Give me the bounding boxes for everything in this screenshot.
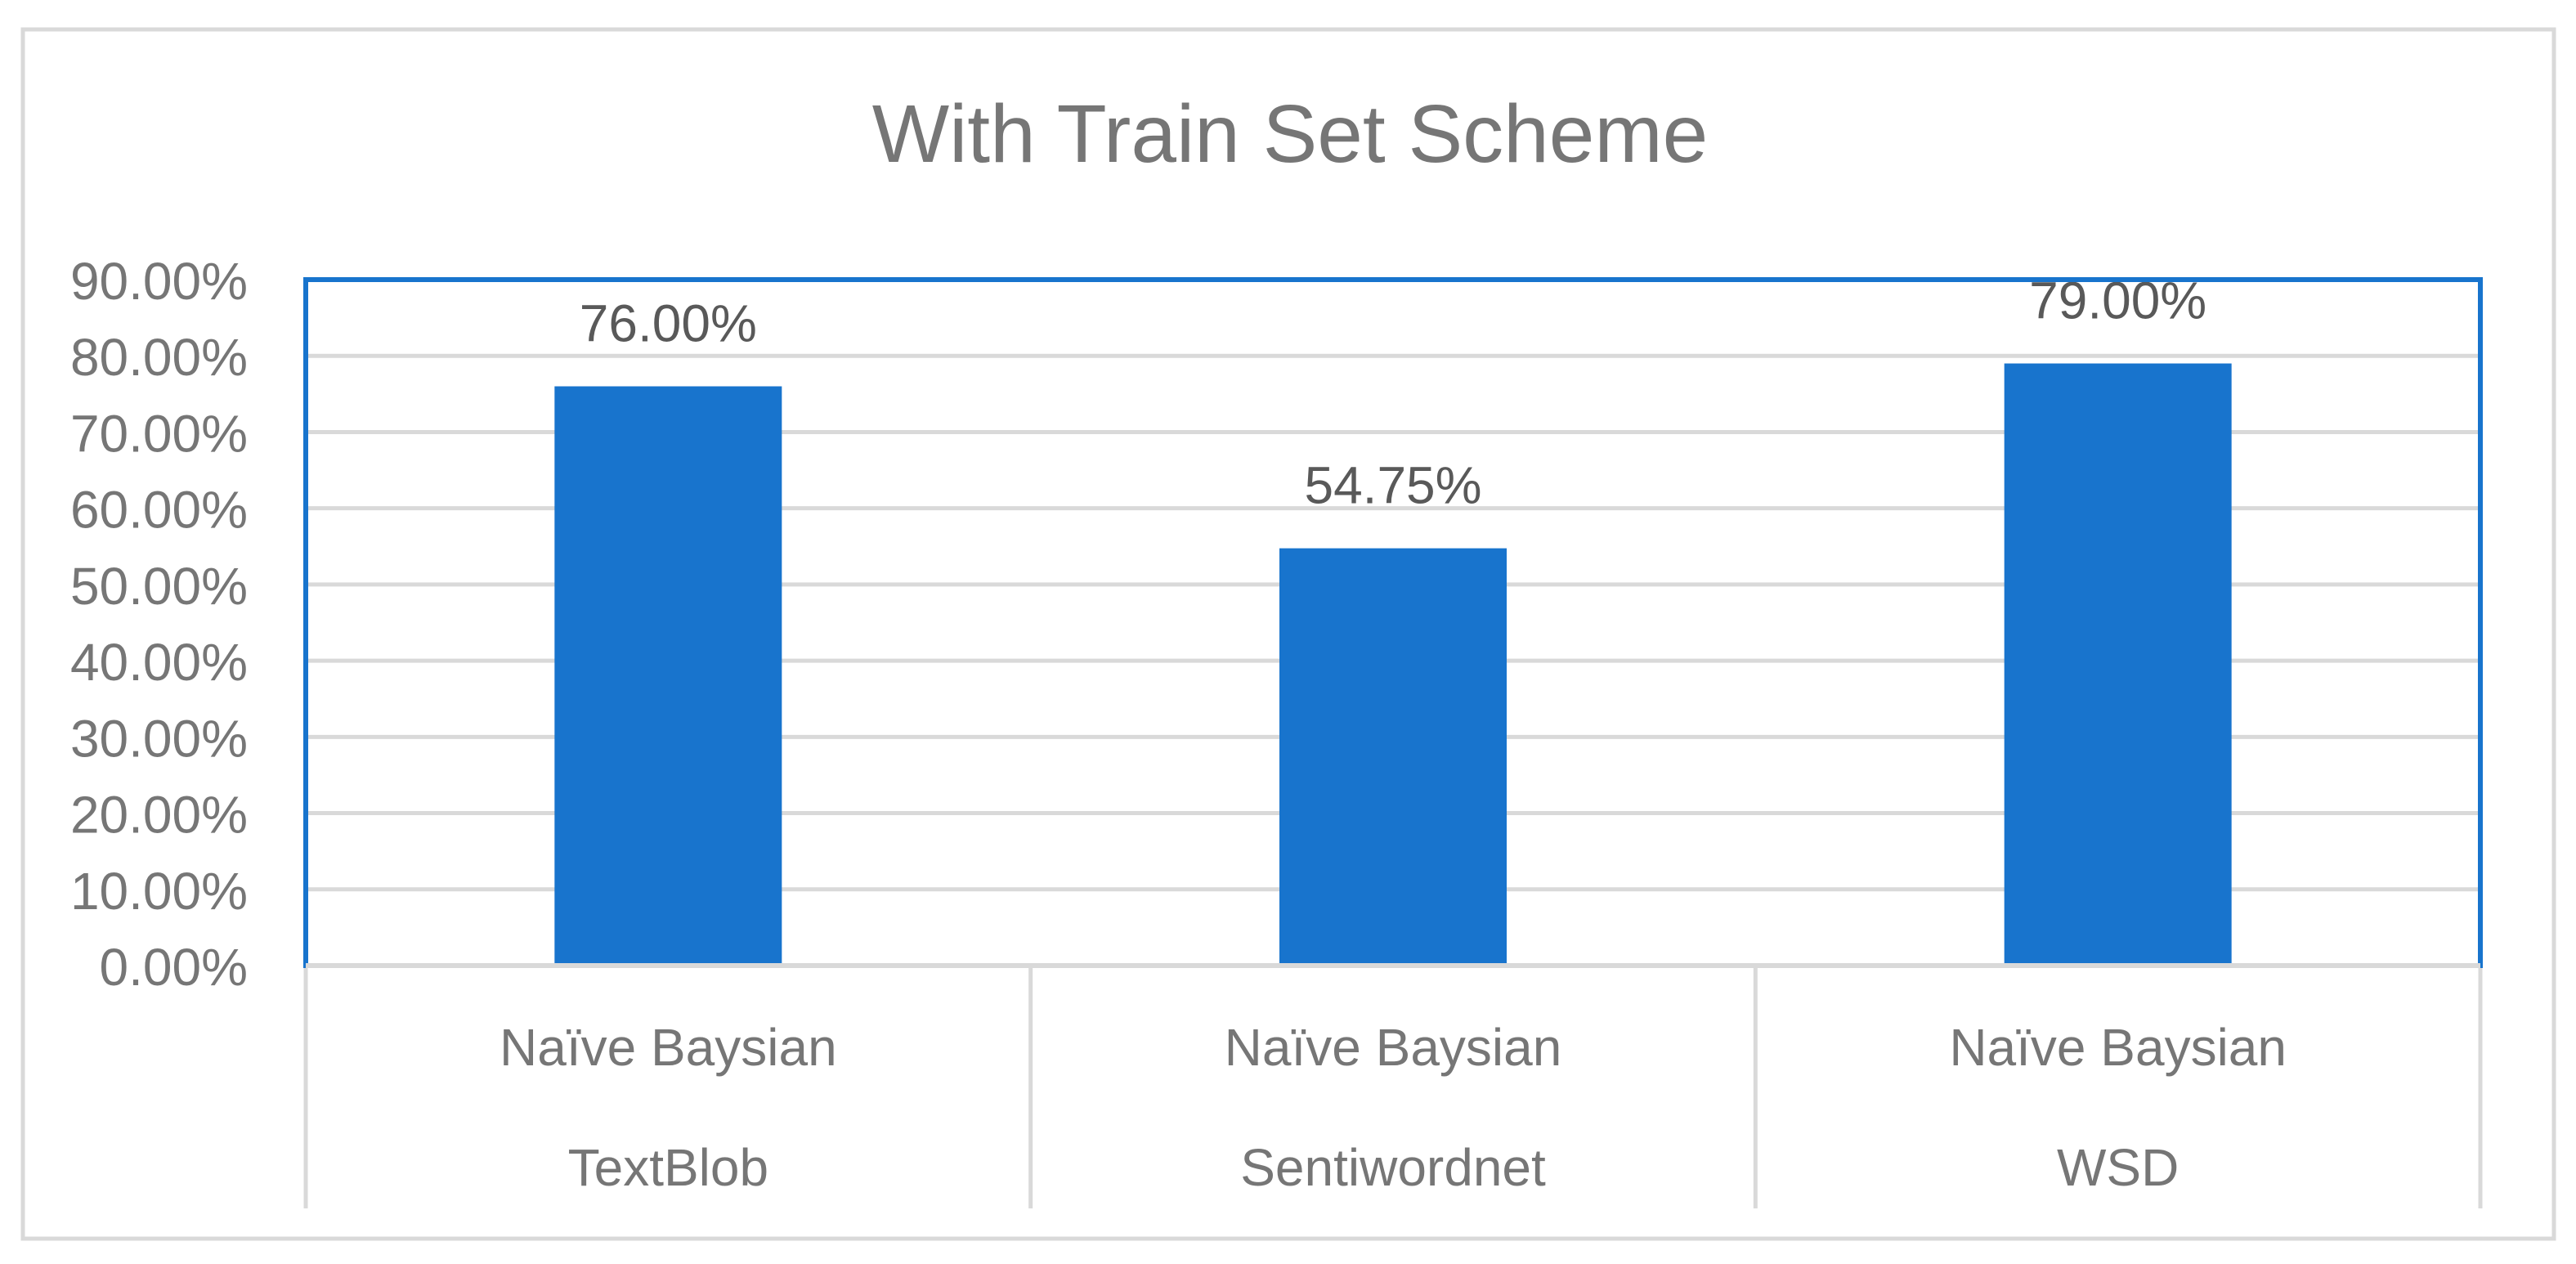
y-tick-label: 40.00% <box>70 633 248 692</box>
data-label: 54.75% <box>1304 456 1481 515</box>
y-tick-label: 60.00% <box>70 481 248 540</box>
bar <box>554 386 782 966</box>
y-tick-label: 30.00% <box>70 709 248 768</box>
x-tick-label: WSD <box>2057 1138 2179 1197</box>
x-tick-label: Naïve Baysian <box>1225 1018 1562 1077</box>
chart-title: With Train Set Scheme <box>872 88 1709 180</box>
y-tick-label: 0.00% <box>100 938 248 997</box>
x-tick-label: Naïve Baysian <box>500 1018 837 1077</box>
y-axis: 0.00% 10.00% 20.00% 30.00% 40.00% 50.00% 60.00… <box>70 252 248 997</box>
y-tick-label: 10.00% <box>70 862 248 921</box>
y-tick-label: 80.00% <box>70 328 248 387</box>
x-axis: Naïve Baysian TextBlob Naïve Baysian Sentiw… <box>303 963 2483 1208</box>
y-tick-label: 50.00% <box>70 557 248 616</box>
bar <box>1279 548 1507 966</box>
data-label: 76.00% <box>580 294 757 353</box>
bars <box>554 363 2232 966</box>
y-tick-label: 90.00% <box>70 252 248 311</box>
x-tick-label: Naïve Baysian <box>1949 1018 2287 1077</box>
y-tick-label: 70.00% <box>70 404 248 463</box>
bar <box>2004 363 2232 966</box>
x-tick-label: TextBlob <box>568 1138 768 1197</box>
x-tick-label: Sentiwordnet <box>1240 1138 1546 1197</box>
y-tick-label: 20.00% <box>70 786 248 845</box>
